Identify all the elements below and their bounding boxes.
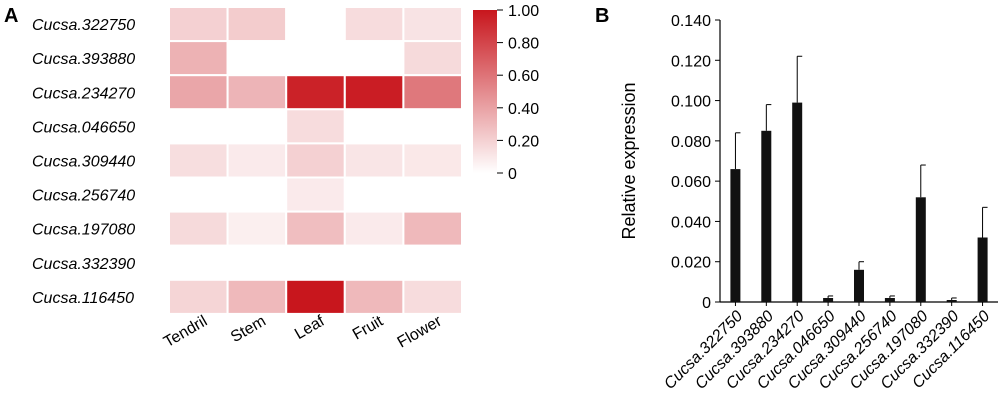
heatmap-cell bbox=[343, 278, 405, 315]
heatmap-row-label: Cucsa.234270 bbox=[32, 85, 135, 102]
heatmap-cell bbox=[402, 176, 463, 213]
bar bbox=[730, 169, 741, 302]
heatmap-cell bbox=[168, 108, 229, 145]
panel-b-label: B bbox=[595, 5, 609, 27]
bar-chart-category-labels: Cucsa.322750Cucsa.393880Cucsa.234270Cucs… bbox=[661, 308, 993, 393]
heatmap-cell bbox=[402, 244, 463, 281]
heatmap-cell bbox=[168, 244, 229, 281]
heatmap-cell bbox=[285, 40, 346, 77]
heatmap-cell bbox=[226, 142, 288, 179]
heatmap-cell bbox=[343, 6, 405, 43]
y-tick-label: 0.100 bbox=[671, 94, 711, 111]
heatmap-row-label: Cucsa.046650 bbox=[32, 119, 135, 136]
panel-a-label: A bbox=[4, 5, 18, 27]
heatmap-cell bbox=[168, 176, 229, 213]
heatmap-cell bbox=[402, 74, 463, 111]
heatmap-row-label: Cucsa.197080 bbox=[32, 222, 135, 239]
y-tick-label: 0.020 bbox=[671, 255, 711, 272]
heatmap-cell bbox=[343, 244, 405, 281]
heatmap-row-label: Cucsa.256740 bbox=[32, 188, 135, 205]
heatmap-row-label: Cucsa.116450 bbox=[32, 290, 134, 307]
y-tick-label: 0.060 bbox=[671, 174, 711, 191]
heatmap-cell bbox=[285, 244, 346, 281]
colorbar-tick-label: 0.40 bbox=[508, 101, 539, 118]
heatmap-cell bbox=[402, 6, 463, 43]
bar bbox=[761, 130, 772, 302]
heatmap-cell bbox=[285, 6, 346, 43]
y-axis-label: Relative expression bbox=[619, 82, 639, 239]
colorbar-tick-label: 0 bbox=[508, 166, 517, 183]
y-tick-label: 0 bbox=[702, 295, 711, 312]
heatmap-row-label: Cucsa.309440 bbox=[32, 154, 135, 171]
heatmap-column-label: Flower bbox=[395, 312, 446, 351]
colorbar-tick-label: 0.80 bbox=[508, 36, 539, 53]
heatmap-cell bbox=[402, 40, 463, 77]
heatmap-cell bbox=[168, 40, 229, 77]
y-tick-label: 0.040 bbox=[671, 214, 711, 231]
heatmap-cell bbox=[402, 108, 463, 145]
heatmap-cell bbox=[343, 108, 405, 145]
heatmap-cell bbox=[168, 6, 229, 43]
heatmap-cell bbox=[285, 176, 346, 213]
heatmap-cell bbox=[285, 142, 346, 179]
heatmap-cell bbox=[343, 176, 405, 213]
heatmap-row-label: Cucsa.322750 bbox=[32, 17, 135, 34]
heatmap-cell bbox=[168, 210, 229, 247]
bar bbox=[977, 237, 988, 302]
heatmap-cell bbox=[168, 142, 229, 179]
heatmap-cell bbox=[285, 74, 346, 111]
heatmap-column-label: Tendril bbox=[161, 313, 210, 351]
bar bbox=[884, 298, 895, 302]
heatmap-cell bbox=[285, 108, 346, 145]
heatmap-cell bbox=[402, 210, 463, 247]
heatmap-cell bbox=[343, 40, 405, 77]
heatmap-cell bbox=[226, 6, 288, 43]
colorbar-tick-label: 0.20 bbox=[508, 133, 539, 150]
heatmap-cell bbox=[226, 176, 288, 213]
heatmap-cell bbox=[226, 108, 288, 145]
heatmap-cell bbox=[285, 278, 346, 315]
heatmap-cell bbox=[343, 142, 405, 179]
y-tick-label: 0.140 bbox=[671, 13, 711, 30]
heatmap-cell bbox=[226, 244, 288, 281]
heatmap-cell bbox=[402, 278, 463, 315]
heatmap-cell bbox=[168, 74, 229, 111]
heatmap-column-label: Stem bbox=[228, 313, 269, 346]
heatmap-cell bbox=[226, 40, 288, 77]
heatmap-column-label: Leaf bbox=[292, 312, 328, 343]
y-tick-label: 0.120 bbox=[671, 53, 711, 70]
heatmap-row-labels: Cucsa.322750 Cucsa.393880 Cucsa.234270 Cucs… bbox=[32, 17, 135, 307]
heatmap-cell bbox=[226, 278, 288, 315]
heatmap-cell bbox=[343, 210, 405, 247]
heatmap-column-labels: Tendril Stem Leaf Fruit Flower bbox=[161, 312, 445, 351]
y-tick-label: 0.080 bbox=[671, 134, 711, 151]
heatmap-cell bbox=[285, 210, 346, 247]
colorbar bbox=[473, 10, 497, 173]
heatmap-row-label: Cucsa.332390 bbox=[32, 256, 135, 273]
colorbar-tick-label: 1.00 bbox=[508, 3, 539, 20]
bar-chart-axes: 0 0.020 0.040 0.060 0.080 0.100 0.120 0.140 bbox=[671, 13, 998, 312]
heatmap-cell bbox=[402, 142, 463, 179]
bar bbox=[792, 102, 803, 302]
heatmap-cell bbox=[343, 74, 405, 111]
bar bbox=[854, 269, 864, 302]
colorbar-ticks: 1.00 0.80 0.60 0.40 0.20 0 bbox=[497, 3, 539, 183]
heatmap bbox=[168, 6, 463, 315]
bar bbox=[946, 300, 957, 302]
heatmap-row-label: Cucsa.393880 bbox=[32, 51, 135, 68]
heatmap-column-label: Fruit bbox=[350, 312, 387, 343]
heatmap-cell bbox=[226, 74, 288, 111]
bar bbox=[915, 197, 926, 302]
bar-chart-bars bbox=[730, 55, 988, 302]
heatmap-cell bbox=[168, 278, 229, 315]
colorbar-tick-label: 0.60 bbox=[508, 68, 539, 85]
heatmap-cell bbox=[226, 210, 288, 247]
bar bbox=[823, 298, 834, 302]
